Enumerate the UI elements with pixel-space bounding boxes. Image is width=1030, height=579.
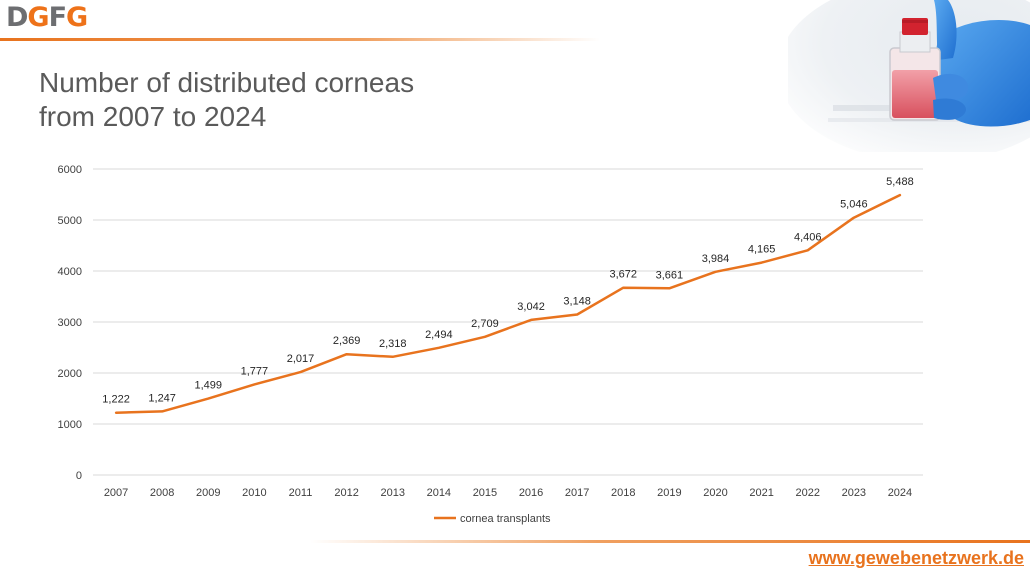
chart-gridlines <box>93 168 923 476</box>
data-labels: 1,222 1,247 1,499 1,777 2,017 2,369 2,318 2,494… <box>102 176 913 406</box>
x-tick-label: 2010 <box>242 487 266 499</box>
footer-divider <box>310 540 1030 543</box>
series-line-cornea-transplants <box>114 193 902 414</box>
x-tick-label: 2018 <box>611 487 635 499</box>
y-tick-label: 0 <box>76 470 82 482</box>
logo-letter-d: D <box>6 2 28 33</box>
x-tick-label: 2015 <box>473 487 497 499</box>
x-tick-label: 2008 <box>150 487 174 499</box>
y-tick-label: 3000 <box>58 317 82 329</box>
x-tick-label: 2012 <box>334 487 358 499</box>
y-tick-label: 1000 <box>58 419 82 431</box>
x-axis-tick-labels: 2007 2008 2009 2010 2011 2012 2013 2014 2015 2016… <box>104 487 912 499</box>
x-tick-label: 2014 <box>427 487 451 499</box>
data-label: 3,672 <box>610 269 638 281</box>
x-tick-label: 2020 <box>703 487 727 499</box>
x-tick-label: 2023 <box>842 487 866 499</box>
data-label: 4,165 <box>748 244 776 256</box>
data-label: 2,369 <box>333 335 361 347</box>
data-label: 1,777 <box>241 365 269 377</box>
data-label: 1,222 <box>102 394 130 406</box>
x-tick-label: 2011 <box>289 487 313 499</box>
website-link[interactable]: www.gewebenetzwerk.de <box>808 548 1024 568</box>
x-tick-label: 2021 <box>749 487 773 499</box>
header-divider <box>0 38 600 41</box>
data-label: 3,984 <box>702 253 730 265</box>
slide-title-line-1: Number of distributed corneas <box>39 67 415 98</box>
data-label: 1,247 <box>148 392 176 404</box>
data-label: 5,488 <box>886 176 914 188</box>
y-tick-label: 6000 <box>58 164 82 176</box>
data-label: 5,046 <box>840 199 868 211</box>
x-tick-label: 2017 <box>565 487 589 499</box>
data-label: 1,499 <box>195 380 223 392</box>
dgfg-logo: DGFG <box>6 2 88 33</box>
legend-label: cornea transplants <box>460 513 551 525</box>
x-tick-label: 2007 <box>104 487 128 499</box>
logo-letter-f: F <box>48 2 67 33</box>
x-tick-label: 2019 <box>657 487 681 499</box>
data-label: 4,406 <box>794 231 822 243</box>
logo-letter-g2: G <box>66 2 88 33</box>
chart-legend: cornea transplants <box>434 513 551 525</box>
data-label: 2,709 <box>471 318 499 330</box>
y-tick-label: 4000 <box>58 266 82 278</box>
x-tick-label: 2013 <box>380 487 404 499</box>
y-tick-label: 5000 <box>58 215 82 227</box>
y-tick-label: 2000 <box>58 368 82 380</box>
slide-title: Number of distributed corneas from 2007 … <box>39 66 414 134</box>
data-label: 2,318 <box>379 338 407 350</box>
gloved-hand-holding-cell-culture-flask-icon <box>788 0 1030 152</box>
y-axis-tick-labels: 0 1000 2000 3000 4000 5000 6000 <box>58 164 82 482</box>
data-label: 2,017 <box>287 353 315 365</box>
data-label: 3,661 <box>656 269 684 281</box>
chart-series <box>114 193 902 414</box>
logo-letter-g: G <box>27 2 49 33</box>
data-label: 3,148 <box>563 295 591 307</box>
x-tick-label: 2009 <box>196 487 220 499</box>
data-label: 2,494 <box>425 329 453 341</box>
data-label: 3,042 <box>517 301 545 313</box>
x-tick-label: 2024 <box>888 487 912 499</box>
x-tick-label: 2016 <box>519 487 543 499</box>
slide-title-line-2: from 2007 to 2024 <box>39 101 267 132</box>
x-tick-label: 2022 <box>795 487 819 499</box>
